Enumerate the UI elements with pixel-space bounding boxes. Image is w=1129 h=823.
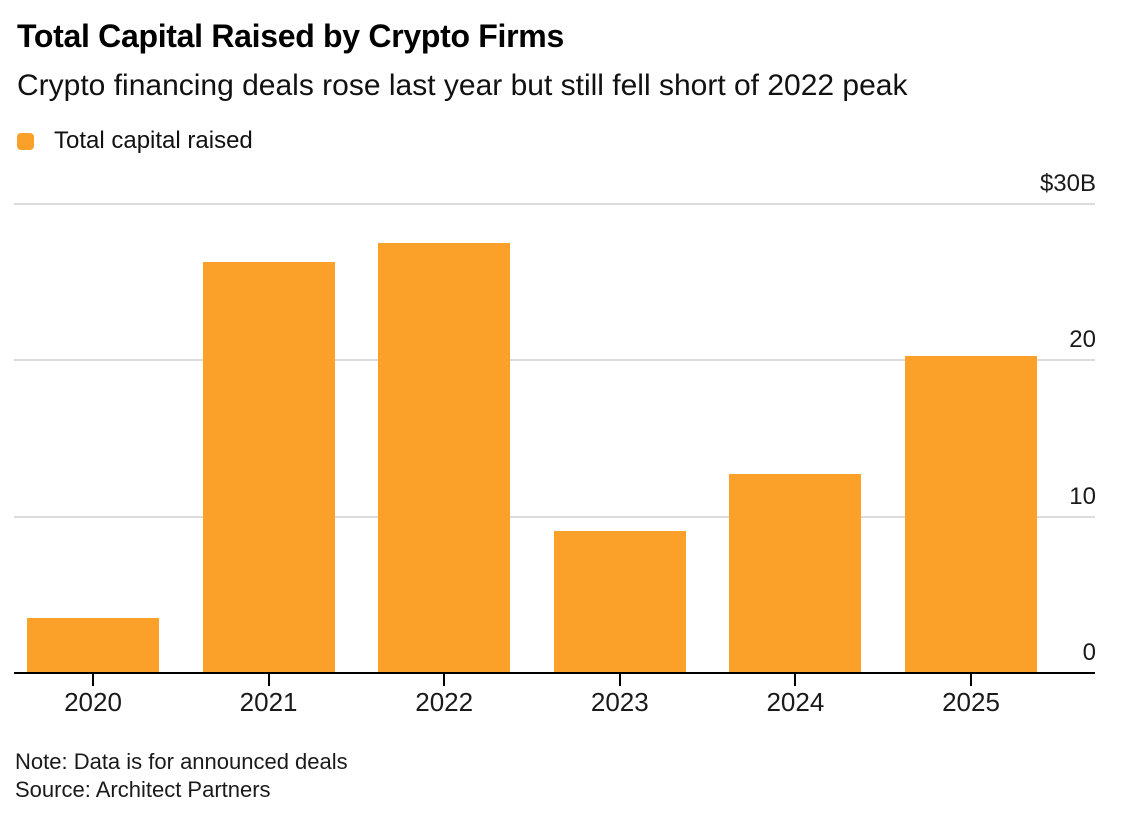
x-axis-label-2020: 2020	[64, 687, 122, 717]
gridline-10	[14, 515, 1095, 518]
x-axis-tick-2021	[267, 673, 270, 686]
x-axis-line	[14, 672, 1095, 674]
y-axis-label-20: 20	[1069, 326, 1096, 354]
chart-source: Source: Architect Partners	[15, 777, 271, 802]
legend: Total capital raised	[17, 127, 253, 155]
chart-footnote: Note: Data is for announced deals Source…	[15, 748, 348, 804]
y-axis-label-30: $30B	[1039, 170, 1096, 197]
bar-2025	[905, 355, 1037, 673]
bar-2020	[27, 618, 159, 673]
x-axis-label-2023: 2023	[590, 687, 649, 717]
y-axis-label-10: 10	[1069, 482, 1096, 510]
bar-2023	[553, 530, 686, 673]
x-axis-tick-2020	[92, 673, 94, 686]
gridline-20	[14, 359, 1095, 362]
chart-note: Note: Data is for announced deals	[15, 749, 348, 774]
x-axis-label-2022: 2022	[415, 687, 474, 717]
x-axis-tick-2023	[618, 673, 621, 686]
x-axis-tick-2025	[970, 673, 972, 686]
chart-subtitle: Crypto financing deals rose last year bu…	[17, 69, 908, 102]
legend-swatch-icon	[17, 132, 34, 150]
bar-2021	[202, 261, 335, 673]
y-axis-label-0: 0	[1082, 639, 1096, 666]
x-axis-label-2021: 2021	[239, 687, 298, 717]
legend-label: Total capital raised	[54, 127, 253, 154]
x-axis-tick-2022	[443, 673, 446, 686]
gridline-30	[14, 203, 1095, 205]
chart-title: Total Capital Raised by Crypto Firms	[17, 18, 564, 54]
x-axis-label-2024: 2024	[766, 687, 825, 717]
bar-2024	[729, 474, 862, 673]
x-axis-tick-2024	[794, 673, 797, 686]
bar-2022	[378, 243, 511, 673]
x-axis-label-2025: 2025	[942, 687, 1000, 717]
